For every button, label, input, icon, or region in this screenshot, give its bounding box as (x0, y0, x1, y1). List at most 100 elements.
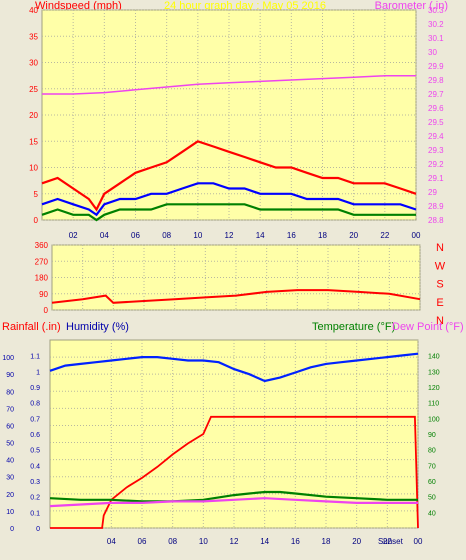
rain-y-tick: 1.1 (30, 354, 40, 361)
temperature-y-tick: 140 (428, 354, 440, 361)
wind-x-tick: 18 (318, 231, 327, 240)
humidity-y-tick: 60 (6, 423, 14, 430)
wind-x-tick: 20 (349, 231, 358, 240)
low-series-line (41, 203, 416, 222)
direction-y-tick: 90 (39, 290, 48, 299)
rain-y-tick: 0.2 (30, 495, 40, 502)
dewpoint-axis-title: Dew Point (°F) (392, 321, 464, 333)
rain-y-tick: 0.6 (30, 432, 40, 439)
humidity-y-tick: 100 (2, 355, 14, 362)
dewpoint-series-line (49, 497, 418, 508)
wind-x-tick: 08 (162, 231, 171, 240)
direction-y-tick: 180 (35, 274, 49, 283)
bottom-x-tick: 08 (168, 537, 177, 546)
bottom-x-tick: 00 (414, 537, 423, 546)
compass-label: N (436, 242, 444, 254)
bottom-x-tick: 16 (291, 537, 300, 546)
compass-label: N (436, 315, 444, 327)
compass-label: W (435, 260, 446, 272)
wind-x-tick: 22 (380, 231, 389, 240)
humidity-y-tick: 30 (6, 475, 14, 482)
bottom-x-tick: 14 (260, 537, 269, 546)
temperature-y-tick: 80 (428, 448, 436, 455)
humidity-y-tick: 80 (6, 389, 14, 396)
wind-y-tick: 30 (29, 59, 38, 68)
humidity-y-tick: 40 (6, 458, 14, 465)
temperature-y-tick: 120 (428, 385, 440, 392)
barometer-y-tick: 29.5 (428, 118, 444, 127)
temperature-y-tick: 130 (428, 369, 440, 376)
wind-y-tick: 0 (34, 216, 39, 225)
temperature-y-tick: 70 (428, 463, 436, 470)
bottom-x-tick: 22 (383, 537, 392, 546)
gust-series-line (41, 140, 417, 212)
wind-x-tick: 04 (100, 231, 109, 240)
wind-x-tick: 10 (193, 231, 202, 240)
compass-label: E (436, 297, 443, 309)
rainfall-series-line (50, 415, 419, 529)
barometer-y-tick: 28.8 (428, 216, 444, 225)
wind-x-tick: 16 (287, 231, 296, 240)
wind-y-tick: 40 (29, 6, 38, 15)
rain-y-tick: 0.4 (30, 463, 40, 470)
temperature-axis-title: Temperature (°F) (312, 321, 395, 333)
wind-x-tick: 00 (412, 231, 421, 240)
barometer-y-tick: 30.3 (428, 6, 444, 15)
barometer-y-tick: 28.9 (428, 202, 444, 211)
direction-y-tick: 360 (35, 241, 49, 250)
barometer-y-tick: 29.9 (428, 62, 444, 71)
avg-series-line (41, 182, 417, 217)
wind-x-tick: 12 (225, 231, 234, 240)
wind-y-tick: 5 (34, 190, 39, 199)
barometer-series-line (42, 75, 416, 95)
wind-y-tick: 15 (29, 137, 38, 146)
barometer-y-tick: 30 (428, 48, 437, 57)
humidity-y-tick: 50 (6, 441, 14, 448)
chart-date-title: 24 hour graph day : May 05 2016 (164, 0, 326, 12)
barometer-y-tick: 29.8 (428, 76, 444, 85)
bottom-x-tick: 06 (138, 537, 147, 546)
wind-x-tick: 02 (69, 231, 78, 240)
humidity-y-tick: 20 (6, 492, 14, 499)
temperature-y-tick: 50 (428, 495, 436, 502)
rain-y-tick: 1 (36, 369, 40, 376)
rain-y-tick: 0.9 (30, 385, 40, 392)
humidity-y-tick: 70 (6, 406, 14, 413)
barometer-y-tick: 29.4 (428, 132, 444, 141)
direction-series-line (51, 289, 421, 304)
rain-y-tick: 0.5 (30, 448, 40, 455)
rainfall-axis-title: Rainfall (.in) (2, 321, 61, 333)
windspeed-axis-title: Windspeed (mph) (35, 0, 122, 12)
temperature-y-tick: 110 (428, 401, 439, 408)
temperature-y-tick: 40 (428, 510, 436, 517)
temperature-series-line (49, 490, 418, 503)
direction-y-tick: 0 (44, 306, 49, 315)
barometer-axis-title: Barometer (.in) (375, 0, 448, 12)
barometer-y-tick: 29.1 (428, 174, 444, 183)
humidity-y-tick: 0 (10, 526, 14, 533)
wind-x-tick: 14 (256, 231, 265, 240)
barometer-y-tick: 29 (428, 188, 437, 197)
wind-y-tick: 25 (29, 85, 38, 94)
direction-y-tick: 270 (35, 257, 49, 266)
compass-label: S (436, 279, 443, 291)
wind-x-tick: 06 (131, 231, 140, 240)
barometer-y-tick: 29.6 (428, 104, 444, 113)
bottom-x-tick: 12 (230, 537, 239, 546)
rain-y-tick: 0.7 (30, 416, 40, 423)
wind-y-tick: 10 (29, 164, 38, 173)
bottom-x-tick: 18 (322, 537, 331, 546)
humidity-series-line (49, 352, 419, 383)
humidity-axis-title: Humidity (%) (66, 321, 129, 333)
bottom-x-tick: 04 (107, 537, 116, 546)
barometer-y-tick: 29.3 (428, 146, 444, 155)
humidity-y-tick: 10 (6, 509, 14, 516)
barometer-y-tick: 30.2 (428, 20, 444, 29)
rain-y-tick: 0.1 (30, 510, 40, 517)
temperature-y-tick: 90 (428, 432, 436, 439)
temperature-y-tick: 100 (428, 416, 440, 423)
barometer-y-tick: 29.7 (428, 90, 444, 99)
bottom-x-tick: 20 (352, 537, 361, 546)
